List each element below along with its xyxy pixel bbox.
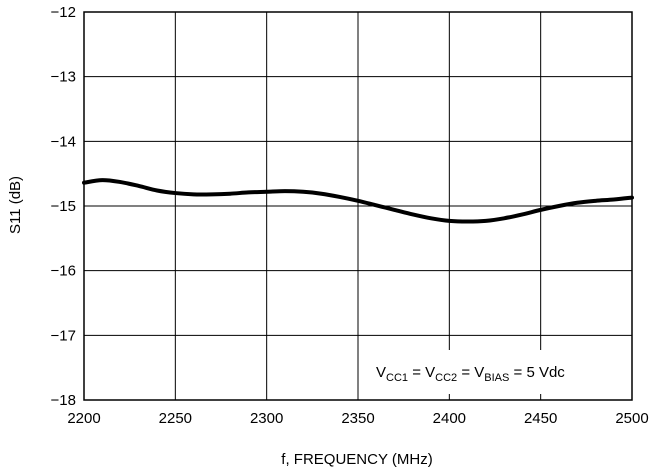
x-axis-title: f, FREQUENCY (MHz) (281, 451, 432, 468)
y-tick-label: −14 (51, 133, 76, 150)
x-tick-label: 2400 (433, 410, 466, 427)
x-tick-label: 2450 (524, 410, 557, 427)
x-tick-label: 2300 (250, 410, 283, 427)
y-tick-label: −15 (51, 198, 76, 215)
x-tick-label: 2200 (67, 410, 100, 427)
x-tick-labels: 2200 2250 2300 2350 2400 2450 2500 (67, 410, 648, 427)
grid-lines (84, 12, 632, 400)
bias-annotation: VCC1 = VCC2 = VBIAS = 5 Vdc (376, 364, 565, 384)
y-tick-label: −16 (51, 263, 76, 280)
y-tick-label: −18 (51, 392, 76, 409)
annotation-box (366, 350, 630, 394)
x-tick-label: 2250 (159, 410, 192, 427)
x-tick-label: 2500 (615, 410, 648, 427)
y-tick-labels: −12 −13 −14 −15 −16 −17 −18 (51, 4, 76, 409)
y-tick-label: −17 (51, 327, 76, 344)
y-tick-label: −12 (51, 4, 76, 21)
plot-frame (83, 11, 633, 401)
x-tick-label: 2350 (341, 410, 374, 427)
y-tick-label: −13 (51, 69, 76, 86)
s11-curve (82, 178, 634, 224)
y-axis-title: S11 (dB) (7, 176, 24, 234)
